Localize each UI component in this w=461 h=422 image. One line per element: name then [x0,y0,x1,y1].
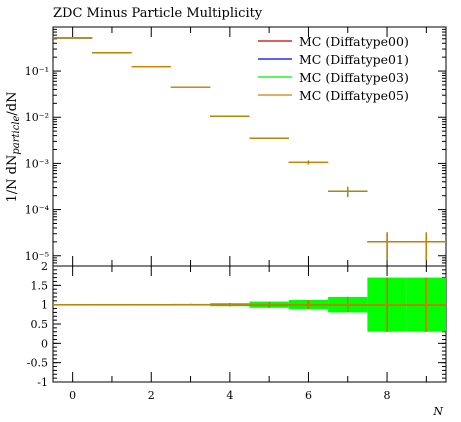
ratio-y-tick-label: 0 [41,337,48,350]
x-tick-label: 8 [384,389,391,402]
ratio-data-layer [53,277,446,332]
x-tick-labels: 0 2 4 6 8 [69,389,390,402]
y-tick-label: 10⁻² [25,111,49,124]
y-tick-label: 10⁻⁵ [25,250,49,263]
ratio-y-tick-label: 2 [41,260,48,273]
ratio-y-tick-label: -1 [37,376,48,389]
ratio-y-tick-labels: 2 1.5 1 0.5 0 -0.5 -1 [27,260,48,389]
ratio-y-tick-label: 1.5 [31,279,49,292]
ratio-y-tick-label: 1 [41,299,48,312]
main-ticks [53,26,446,267]
legend-label: MC (Diffatype00) [299,34,409,49]
x-tick-label: 6 [305,389,312,402]
ratio-y-tick-label: -0.5 [27,357,48,370]
main-y-tick-labels: 10⁻¹ 10⁻² 10⁻³ 10⁻⁴ 10⁻⁵ [25,65,50,263]
y-tick-label: 10⁻⁴ [25,204,50,217]
x-tick-label: 0 [69,389,76,402]
ratio-y-tick-label: 0.5 [31,318,49,331]
y-tick-label: 10⁻³ [25,157,49,170]
y-tick-label: 10⁻¹ [25,65,49,78]
legend: MC (Diffatype00) MC (Diffatype01) MC (Diff… [258,34,409,103]
x-tick-label: 4 [226,389,233,402]
y-axis-label: 1/N dNparticle/dN [5,91,22,202]
legend-label: MC (Diffatype05) [299,88,409,103]
main-data-layer [53,37,446,261]
legend-label: MC (Diffatype03) [299,70,409,85]
legend-label: MC (Diffatype01) [299,52,409,67]
x-axis-label: N [432,405,443,418]
plot-title: ZDC Minus Particle Multiplicity [53,6,263,21]
x-tick-label: 2 [148,389,155,402]
